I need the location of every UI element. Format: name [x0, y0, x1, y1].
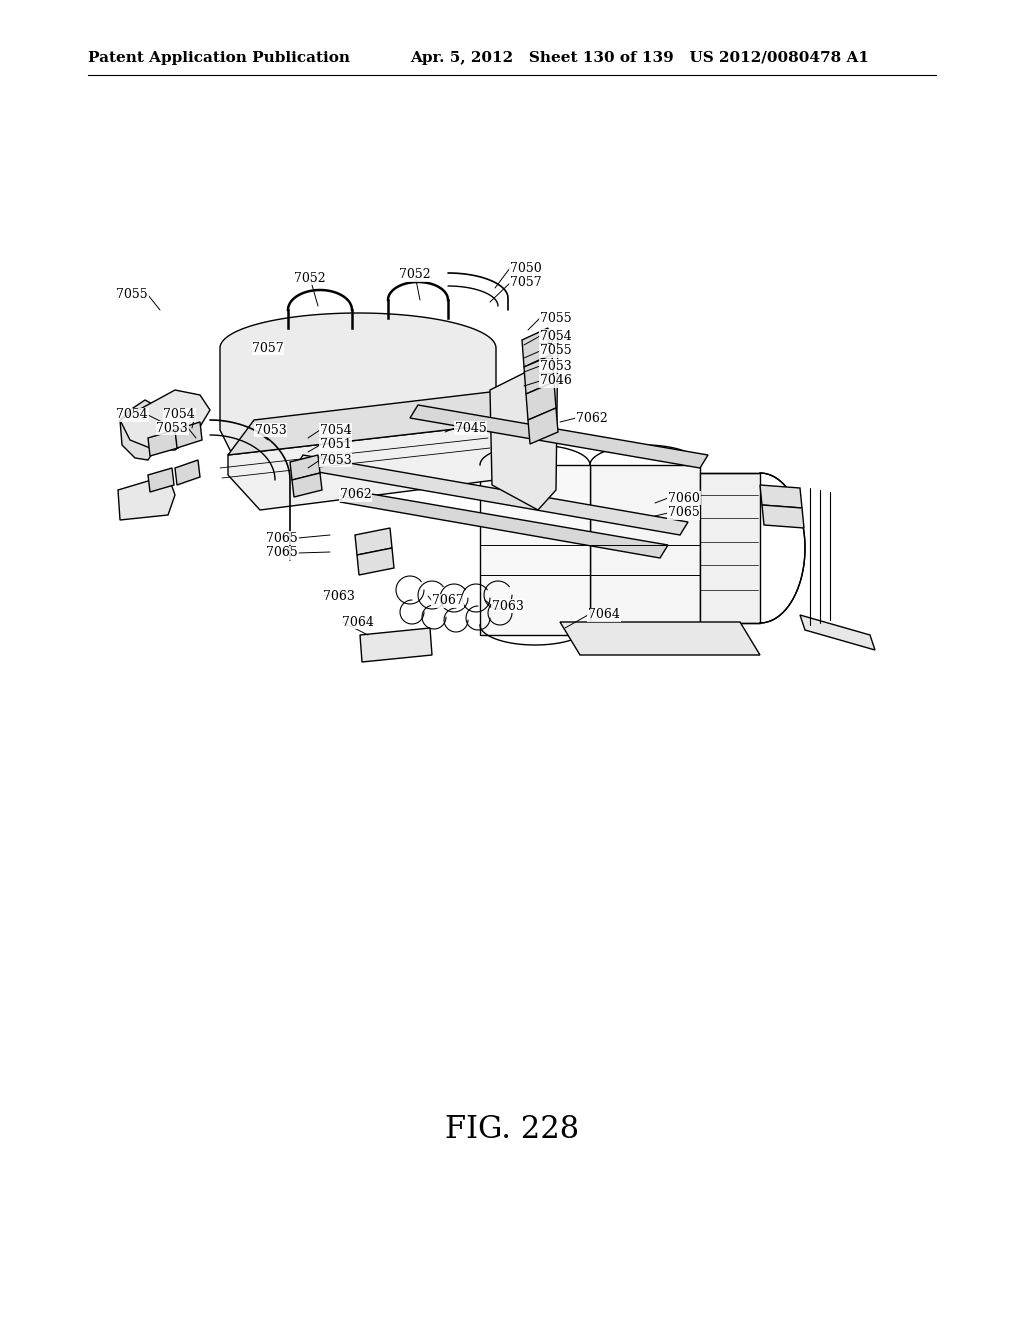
- Text: Apr. 5, 2012   Sheet 130 of 139   US 2012/0080478 A1: Apr. 5, 2012 Sheet 130 of 139 US 2012/00…: [411, 51, 869, 65]
- Text: 7064: 7064: [342, 615, 374, 628]
- Polygon shape: [175, 459, 200, 484]
- Polygon shape: [175, 422, 202, 447]
- Text: 7054: 7054: [117, 408, 148, 421]
- Text: 7065: 7065: [668, 507, 699, 520]
- Text: 7060: 7060: [668, 491, 699, 504]
- Text: 7062: 7062: [340, 488, 372, 502]
- Text: 7057: 7057: [252, 342, 284, 355]
- Text: 7051: 7051: [319, 438, 352, 451]
- Text: 7053: 7053: [319, 454, 352, 466]
- Polygon shape: [120, 389, 210, 450]
- Text: 7055: 7055: [117, 289, 148, 301]
- Text: 7055: 7055: [540, 345, 571, 358]
- Text: 7054: 7054: [319, 424, 352, 437]
- Polygon shape: [560, 622, 760, 655]
- Text: 7050: 7050: [510, 261, 542, 275]
- Polygon shape: [762, 506, 804, 528]
- Polygon shape: [228, 389, 507, 455]
- Polygon shape: [228, 389, 507, 510]
- Text: 7062: 7062: [575, 412, 608, 425]
- Polygon shape: [148, 469, 174, 492]
- Polygon shape: [355, 528, 392, 554]
- Polygon shape: [800, 615, 874, 649]
- Polygon shape: [490, 330, 558, 510]
- Polygon shape: [522, 327, 550, 367]
- Polygon shape: [292, 473, 322, 498]
- Polygon shape: [360, 628, 432, 663]
- Polygon shape: [118, 475, 175, 520]
- Polygon shape: [357, 548, 394, 576]
- Polygon shape: [590, 465, 700, 624]
- Polygon shape: [340, 490, 668, 558]
- Text: 7053: 7053: [255, 424, 287, 437]
- Text: 7053: 7053: [540, 359, 571, 372]
- Polygon shape: [528, 408, 558, 444]
- Polygon shape: [760, 484, 802, 508]
- Text: 7053: 7053: [157, 421, 188, 434]
- Polygon shape: [120, 400, 165, 459]
- Polygon shape: [148, 430, 178, 455]
- Text: 7064: 7064: [588, 609, 620, 622]
- Text: 7052: 7052: [399, 268, 431, 281]
- Polygon shape: [290, 455, 319, 480]
- Text: FIG. 228: FIG. 228: [445, 1114, 579, 1146]
- Polygon shape: [700, 473, 760, 623]
- Polygon shape: [295, 455, 688, 535]
- Text: 7054: 7054: [163, 408, 195, 421]
- Text: 7055: 7055: [540, 312, 571, 325]
- Text: 7045: 7045: [455, 421, 486, 434]
- Polygon shape: [524, 355, 554, 393]
- Polygon shape: [410, 405, 708, 469]
- Text: 7054: 7054: [540, 330, 571, 342]
- Text: 7063: 7063: [492, 599, 524, 612]
- Text: 7046: 7046: [540, 375, 571, 388]
- Text: Patent Application Publication: Patent Application Publication: [88, 51, 350, 65]
- Polygon shape: [526, 381, 556, 420]
- Text: 7052: 7052: [294, 272, 326, 285]
- Text: 7065: 7065: [266, 546, 298, 560]
- Polygon shape: [480, 465, 590, 635]
- Text: 7065: 7065: [266, 532, 298, 544]
- Polygon shape: [220, 313, 496, 470]
- Text: 7057: 7057: [510, 276, 542, 289]
- Text: 7063: 7063: [323, 590, 355, 602]
- Text: 7067: 7067: [432, 594, 464, 607]
